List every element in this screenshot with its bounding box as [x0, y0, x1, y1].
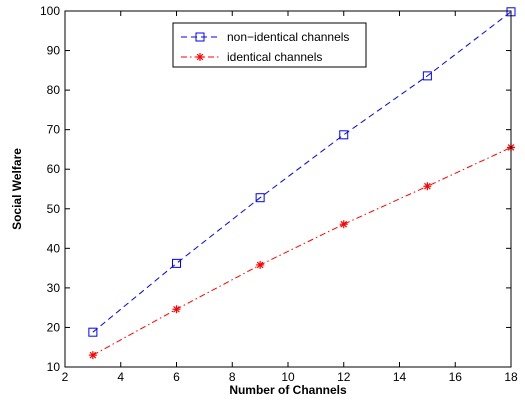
x-tick-label: 12 [337, 370, 351, 384]
x-tick-label: 14 [393, 370, 407, 384]
data-point-square [422, 71, 432, 81]
data-point-square [339, 130, 349, 140]
data-point-square [172, 258, 181, 268]
series-layer [88, 7, 516, 360]
data-point-square [195, 32, 205, 42]
data-point-star [196, 53, 204, 61]
axis-ticks: 2 4 6 8 10 12 14 16 18 10 20 30 40 50 60 70 80 90 100 [40, 4, 518, 384]
plot-area [65, 11, 511, 367]
y-tick-label: 20 [47, 320, 61, 334]
data-point-star [172, 305, 181, 314]
data-point-star [88, 351, 97, 360]
y-tick-label: 60 [47, 162, 61, 176]
series-0 [88, 7, 516, 337]
series-line [92, 11, 512, 333]
y-axis-label: Social Welfare [10, 148, 24, 230]
y-tick-label: 50 [47, 202, 61, 216]
legend-label-series-0: non−identical channels [227, 30, 349, 44]
y-tick-label: 10 [47, 360, 61, 374]
data-point-star [339, 220, 348, 229]
y-tick-label: 100 [40, 4, 60, 18]
plot-frame [64, 10, 512, 368]
x-tick-label: 10 [281, 370, 295, 384]
legend-item-1 [181, 53, 219, 61]
data-point-square [255, 193, 265, 203]
x-axis-label: Number of Channels [229, 383, 347, 397]
x-tick-label: 2 [62, 370, 69, 384]
data-point-star [423, 182, 432, 191]
x-tick-label: 6 [173, 370, 180, 384]
legend-box [172, 22, 367, 68]
x-tick-label: 16 [449, 370, 463, 384]
x-tick-label: 4 [117, 370, 124, 384]
data-point-star [256, 260, 265, 269]
legend-items [181, 32, 219, 61]
y-tick-label: 40 [47, 241, 61, 255]
y-tick-label: 90 [47, 44, 61, 58]
y-tick-label: 80 [47, 83, 61, 97]
data-point-square [88, 327, 98, 337]
legend-item-0 [181, 32, 219, 42]
y-tick-label: 30 [47, 281, 61, 295]
x-tick-label: 18 [504, 370, 518, 384]
legend-label-series-1: identical channels [227, 50, 322, 64]
legend: non−identical channels identical channel… [172, 22, 367, 68]
y-tick-label: 70 [47, 123, 61, 137]
x-tick-label: 8 [229, 370, 236, 384]
